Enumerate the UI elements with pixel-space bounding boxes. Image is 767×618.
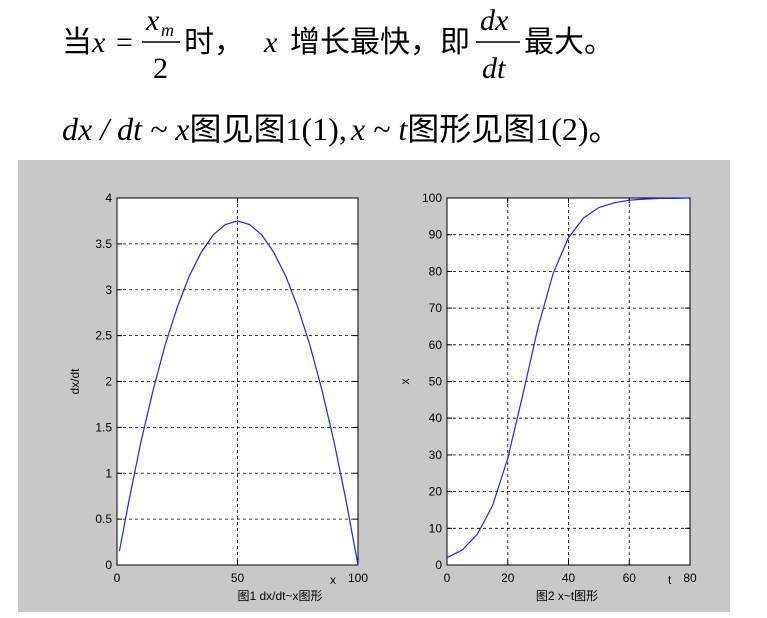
data-line (118, 220, 359, 566)
y-tick-label: 20 (429, 485, 443, 499)
y-tick-label: 40 (429, 411, 443, 425)
numerator: x (145, 4, 160, 37)
x-tick-label: 0 (444, 571, 451, 585)
x-tick-label: 40 (562, 571, 576, 585)
text: 最大。 (524, 26, 614, 59)
y-axis-label: x (398, 379, 412, 385)
denominator: 2 (153, 52, 168, 85)
y-tick-label: 1 (105, 466, 112, 480)
axes-box (446, 197, 691, 566)
caption: 图2 x~t图形 (536, 589, 598, 603)
y-tick-label: 50 (429, 375, 443, 389)
y-tick-label: 1.5 (95, 420, 112, 434)
expression: dx / dt ~ x (62, 111, 190, 147)
y-tick-label: 60 (429, 338, 443, 352)
y-tick-label: 0 (435, 558, 442, 572)
axes-box (116, 197, 359, 566)
x-tick-label: 60 (623, 571, 637, 585)
y-tick-label: 80 (429, 264, 443, 278)
y-tick-label: 0 (105, 558, 112, 572)
text: 图见图1(1), (190, 111, 347, 147)
y-tick-label: 100 (422, 191, 442, 205)
numerator: dx (480, 4, 509, 37)
x-tick-label: 50 (231, 571, 245, 585)
caption: 图1 dx/dt~x图形 (237, 589, 322, 603)
x-tick-label: 80 (683, 571, 697, 585)
y-tick-label: 2 (105, 375, 112, 389)
y-tick-label: 3 (105, 283, 112, 297)
y-tick-label: 10 (429, 521, 443, 535)
y-axis-label: dx/dt (68, 368, 82, 395)
x-tick-label: 100 (348, 571, 368, 585)
y-tick-label: 90 (429, 228, 443, 242)
y-tick-label: 70 (429, 301, 443, 315)
y-tick-label: 30 (429, 448, 443, 462)
subscript: m (161, 20, 174, 40)
denominator: dt (482, 52, 506, 85)
equals: = (116, 26, 133, 59)
y-tick-label: 3.5 (95, 237, 112, 251)
text: 图形见图1(2)。 (407, 111, 620, 147)
text: 增长最快，即 (290, 26, 470, 59)
x-axis-label: x (330, 573, 336, 587)
variable: x (263, 26, 278, 59)
x-axis-label: t (668, 573, 672, 587)
x-tick-label: 0 (114, 571, 121, 585)
expression: x ~ t (350, 111, 409, 147)
formula-line-1: 当 x = x m 2 时， x 增长最快，即 dx dt 最大。 (62, 4, 614, 85)
y-tick-label: 2.5 (95, 329, 112, 343)
data-line (446, 197, 691, 559)
x-tick-label: 20 (501, 571, 515, 585)
formula-line-2: dx / dt ~ x图见图1(1), x ~ t图形见图1(2)。 (62, 111, 621, 147)
y-tick-label: 0.5 (95, 512, 112, 526)
variable: x (91, 26, 106, 59)
text: 时， (184, 26, 244, 59)
text: 当 (62, 26, 92, 59)
y-tick-label: 4 (105, 191, 112, 205)
